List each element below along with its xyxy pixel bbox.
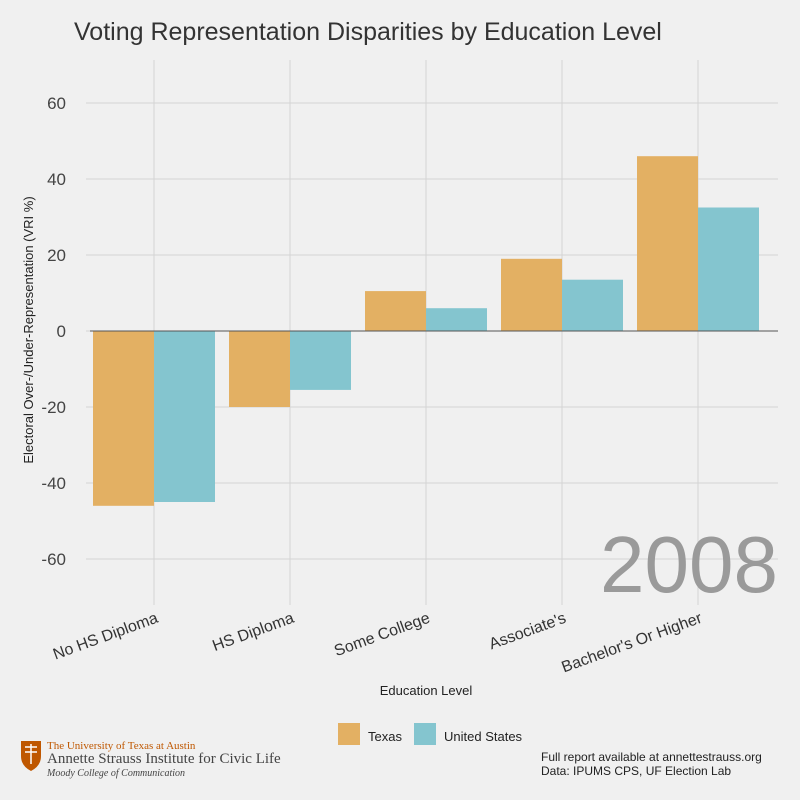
x-tick-label: HS Diploma — [210, 610, 296, 655]
x-axis-label: Education Level — [380, 683, 473, 698]
y-tick-label: 0 — [57, 322, 66, 341]
x-tick-label: No HS Diploma — [51, 610, 161, 664]
legend-label: United States — [444, 729, 523, 744]
y-tick-label: 20 — [47, 246, 66, 265]
year-annotation: 2008 — [600, 520, 778, 609]
bar-texas — [365, 291, 426, 331]
bar-united-states — [426, 308, 487, 331]
y-axis-ticks: 60 40 20 0 -20 -40 -60 — [41, 94, 66, 569]
bar-texas — [501, 258, 562, 331]
legend-swatch — [414, 723, 436, 745]
bar-united-states — [154, 331, 215, 502]
y-tick-label: -20 — [41, 398, 66, 417]
footer-report: Full report available at annettestrauss.… — [541, 750, 762, 764]
bars — [93, 156, 759, 506]
bar-texas — [93, 331, 154, 506]
logo-university: The University of Texas at Austin — [47, 740, 196, 752]
logo-institute: Annette Strauss Institute for Civic Life — [47, 751, 281, 767]
y-tick-label: 60 — [47, 94, 66, 113]
logo-college: Moody College of Communication — [46, 768, 185, 779]
legend-swatch — [338, 723, 360, 745]
y-axis-label: Electoral Over-/Under-Representation (VR… — [21, 196, 36, 463]
bar-united-states — [290, 331, 351, 390]
ut-shield-icon — [21, 741, 41, 771]
footer-source: Data: IPUMS CPS, UF Election Lab — [541, 764, 731, 778]
bar-united-states — [562, 279, 623, 331]
y-tick-label: -60 — [41, 550, 66, 569]
x-tick-label: Some College — [332, 610, 432, 660]
x-tick-label: Bachelor's Or Higher — [559, 610, 705, 677]
y-tick-label: 40 — [47, 170, 66, 189]
x-axis-ticks: No HS Diploma HS Diploma Some College Assoc… — [51, 610, 705, 677]
bar-texas — [229, 331, 290, 407]
bar-united-states — [698, 207, 759, 331]
legend: Texas United States — [338, 723, 523, 745]
institute-logo: The University of Texas at Austin Annett… — [21, 740, 281, 779]
legend-label: Texas — [368, 729, 402, 744]
chart-title: Voting Representation Disparities by Edu… — [74, 18, 662, 46]
y-tick-label: -40 — [41, 474, 66, 493]
x-tick-label: Associate's — [487, 610, 568, 653]
bar-texas — [637, 156, 698, 331]
